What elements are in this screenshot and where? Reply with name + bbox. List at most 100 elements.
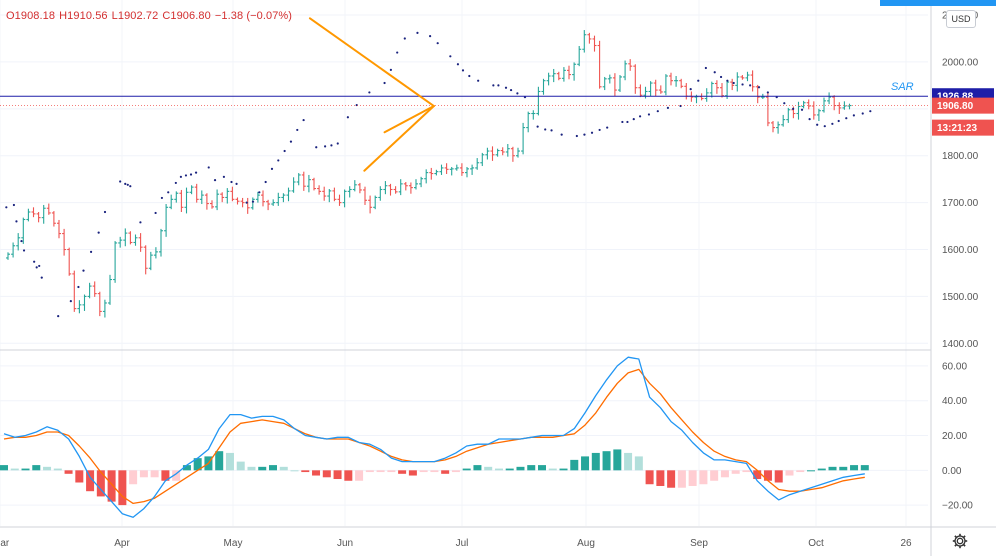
- price-bar: [128, 231, 133, 245]
- price-bar: [322, 186, 327, 201]
- sar-dot: [403, 37, 406, 40]
- macd-histogram-bar: [753, 470, 762, 480]
- sar-dot: [823, 125, 826, 128]
- sar-dot: [15, 220, 18, 223]
- macd-histogram-bar: [699, 470, 708, 485]
- price-bar: [301, 171, 306, 191]
- price-bar: [429, 167, 434, 180]
- price-bar: [317, 185, 322, 195]
- time-axis-label: May: [224, 538, 243, 549]
- macd-histogram-bar: [236, 461, 245, 471]
- price-bar: [740, 75, 745, 80]
- currency-button[interactable]: USD: [946, 10, 976, 28]
- trendline[interactable]: [308, 17, 435, 108]
- macd-histogram-bar: [269, 465, 277, 471]
- price-bar: [730, 78, 735, 91]
- price-bar: [531, 110, 536, 120]
- price-bar: [653, 79, 658, 97]
- sar-dot: [704, 66, 707, 70]
- price-bar: [459, 163, 464, 176]
- macd-histogram-bar: [279, 466, 288, 471]
- sar-dot: [383, 81, 386, 85]
- sar-dot: [336, 142, 339, 145]
- macd-histogram-bar: [850, 465, 859, 471]
- sar-dot: [741, 83, 744, 86]
- price-bar: [102, 299, 107, 318]
- price-bar: [357, 182, 362, 194]
- sar-dot: [783, 102, 786, 105]
- macd-histogram-bar: [365, 470, 374, 473]
- sar-dot: [167, 191, 170, 194]
- sar-dot: [626, 120, 629, 124]
- price-bar: [444, 163, 449, 175]
- time-axis-label: Sep: [690, 538, 708, 549]
- price-bar: [16, 233, 21, 251]
- price-bar: [179, 189, 184, 212]
- sar-dot: [174, 181, 177, 185]
- price-bar: [796, 101, 801, 120]
- trendline[interactable]: [363, 105, 435, 172]
- sar-dot: [869, 110, 872, 113]
- macd-histogram-bar: [64, 470, 73, 474]
- macd-histogram-bar: [107, 470, 116, 502]
- sar-dot: [194, 171, 198, 174]
- price-bar: [199, 190, 204, 205]
- price-bar: [118, 236, 123, 248]
- gear-icon[interactable]: [951, 532, 969, 550]
- price-bar: [332, 187, 337, 202]
- price-axis-tick-label: 1400.00: [942, 339, 979, 350]
- sar-dot: [766, 91, 769, 94]
- macd-histogram-bar: [333, 470, 342, 480]
- sar-dot: [837, 119, 840, 123]
- sar-dot: [598, 128, 601, 132]
- price-bar: [255, 191, 260, 203]
- sar-dot: [22, 249, 26, 252]
- sar-dot: [35, 266, 38, 269]
- price-bar: [816, 108, 821, 122]
- sar-dot: [277, 159, 280, 162]
- price-bar: [87, 282, 92, 299]
- price-bar: [352, 180, 357, 192]
- macd-histogram-bar: [548, 468, 557, 471]
- price-bar: [194, 183, 199, 203]
- open-value: O1908.18: [6, 10, 56, 22]
- macd-histogram-bar: [322, 470, 331, 478]
- macd-histogram-bar: [312, 470, 321, 476]
- price-bar: [363, 186, 367, 205]
- macd-histogram-bar: [398, 470, 407, 474]
- sar-dot: [497, 84, 500, 87]
- macd-histogram-bar: [355, 470, 364, 481]
- sar-dot: [808, 118, 811, 121]
- time-axis-label: Mar: [0, 538, 10, 549]
- sar-dot: [179, 175, 182, 178]
- price-bar: [36, 212, 41, 223]
- sar-dot: [296, 128, 299, 132]
- macd-histogram-bar: [290, 470, 299, 472]
- price-bar: [827, 92, 832, 105]
- macd-axis-tick-label: 60.00: [942, 361, 967, 372]
- price-bar: [663, 74, 668, 96]
- price-bar: [454, 164, 459, 171]
- sar-dot: [69, 300, 72, 303]
- sar-dot: [606, 126, 609, 129]
- macd-histogram-bar: [538, 465, 546, 471]
- sar-dot: [560, 133, 563, 136]
- sar-dot: [509, 88, 513, 92]
- price-bar: [235, 197, 240, 205]
- price-bar: [776, 121, 781, 134]
- time-axis-label: Apr: [114, 538, 130, 549]
- price-bar: [164, 204, 169, 237]
- sar-dot: [33, 260, 36, 263]
- price-axis[interactable]: [931, 0, 996, 556]
- macd-histogram-bar: [10, 468, 19, 471]
- sar-dot: [230, 180, 233, 184]
- macd-histogram-bar: [118, 470, 127, 506]
- trendline[interactable]: [383, 105, 435, 134]
- sar-dot: [449, 55, 452, 58]
- macd-axis-tick-label: 20.00: [942, 431, 967, 442]
- macd-histogram-bar: [828, 466, 837, 471]
- price-bar: [633, 64, 638, 94]
- macd-histogram-bar: [645, 470, 654, 485]
- time-axis-label: Jun: [337, 538, 353, 549]
